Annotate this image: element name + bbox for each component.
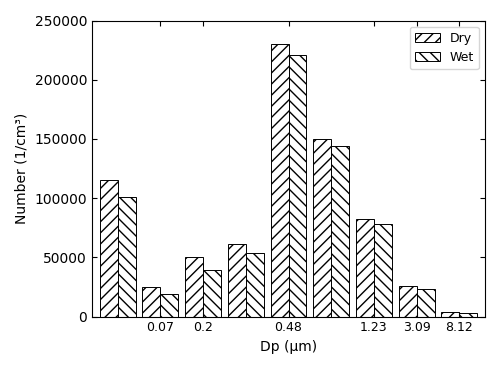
Bar (416, 289, 434, 317)
Bar (374, 224, 392, 317)
Bar (160, 294, 178, 317)
Y-axis label: Number (1/cm³): Number (1/cm³) (15, 113, 29, 224)
Bar (270, 44, 288, 317)
Bar (100, 180, 117, 317)
Bar (331, 146, 349, 317)
Bar (118, 197, 136, 317)
Bar (398, 286, 416, 317)
X-axis label: Dp (μm): Dp (μm) (260, 340, 317, 354)
Bar (185, 257, 203, 317)
Bar (203, 270, 221, 317)
Bar (246, 253, 264, 317)
Bar (142, 287, 160, 317)
Bar (442, 312, 460, 317)
Bar (460, 313, 477, 317)
Bar (288, 55, 306, 317)
Bar (228, 244, 246, 317)
Bar (356, 220, 374, 317)
Bar (314, 139, 331, 317)
Legend: Dry, Wet: Dry, Wet (410, 27, 479, 69)
